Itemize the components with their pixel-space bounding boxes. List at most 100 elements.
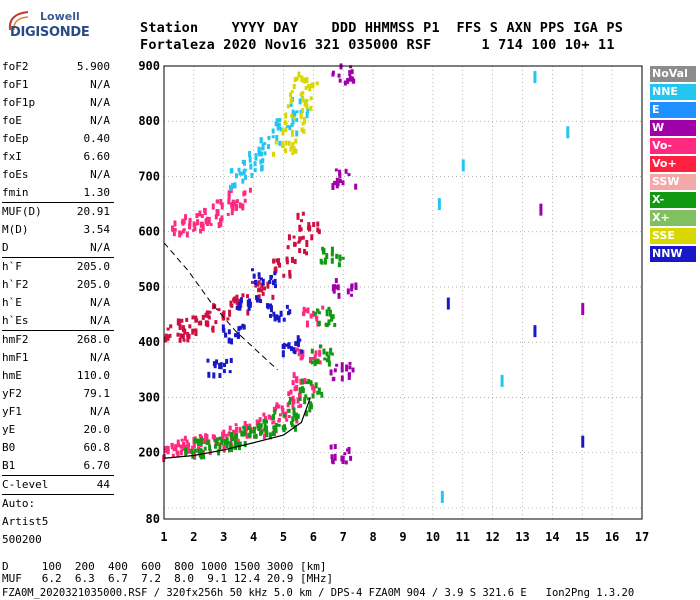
y-tick-label: 900 (138, 59, 160, 73)
echo-point (252, 273, 256, 279)
param-name: h`F (2, 260, 22, 273)
echo-point (220, 202, 224, 210)
ionogram-plot: 1 2 3 4 5 6 7 8 9 10 11 12 13 14 15 16 17802003004005006… (138, 59, 649, 544)
echo-point (273, 284, 277, 289)
x-tick-label: 17 (635, 530, 649, 544)
param-value: 110.0 (76, 369, 110, 382)
echo-point (330, 246, 334, 252)
hdr-day-label: DAY (273, 20, 299, 36)
param-row: foF1p N/A (2, 94, 114, 112)
autoscaler-version: 500200 (2, 533, 42, 546)
echo-point (185, 231, 189, 238)
echo-point (179, 333, 183, 339)
echo-point (274, 422, 278, 427)
echo-point (331, 314, 335, 320)
echo-point (253, 434, 257, 439)
echo-point (218, 444, 222, 450)
scattered-echo (440, 490, 444, 503)
echo-point (290, 256, 294, 263)
echo-point (300, 378, 304, 385)
echo-point (308, 406, 312, 413)
echo-point (331, 458, 335, 464)
echo-point (182, 328, 186, 333)
echo-point (318, 349, 322, 357)
echo-point (221, 311, 225, 319)
echo-point (314, 350, 318, 356)
param-name: fmin (2, 186, 29, 199)
echo-point (263, 142, 267, 146)
x-tick-label: 14 (545, 530, 559, 544)
echo-point (320, 391, 324, 395)
echo-point (292, 235, 296, 239)
param-name: MUF(D) (2, 205, 42, 218)
echo-point (271, 294, 275, 300)
echo-point (166, 327, 170, 331)
footer-distance-row: D 100 200 400 600 800 1000 1500 3000 [km… (2, 560, 327, 573)
echo-point (259, 426, 263, 432)
echo-point (308, 356, 312, 363)
echo-point (347, 173, 351, 177)
echo-point (300, 219, 304, 223)
y-tick-label: 200 (138, 446, 160, 460)
echo-point (286, 311, 290, 316)
echo-point (284, 127, 288, 133)
echo-point (308, 225, 312, 232)
echo-point (238, 301, 242, 309)
echo-point (300, 386, 304, 394)
echo-point (307, 378, 311, 384)
echo-point (289, 389, 293, 395)
echo-point (217, 222, 221, 229)
echo-point (291, 118, 295, 125)
echo-point (289, 114, 293, 118)
scaled-parameters-panel: foF2 5.900 foF1 N/A foF1p N/A foE N/A foEp 0.… (2, 58, 114, 549)
echo-point (206, 439, 210, 445)
echo-point (207, 315, 211, 320)
param-name: B1 (2, 459, 16, 472)
echo-point (337, 292, 341, 299)
echo-point (212, 372, 216, 379)
echo-point (271, 280, 275, 286)
echo-point (218, 363, 222, 370)
echo-point (273, 316, 277, 322)
echo-point (213, 439, 217, 443)
legend-item: Vo- (650, 138, 696, 154)
echo-point (242, 425, 246, 430)
echo-point (258, 417, 262, 423)
echo-point (177, 443, 181, 448)
legend-item: W (650, 120, 696, 136)
echo-point (233, 182, 237, 189)
echo-point (201, 314, 205, 320)
echo-point (248, 423, 252, 428)
plot-marks (162, 63, 585, 503)
echo-point (291, 109, 295, 115)
echo-point (166, 334, 170, 341)
param-name: h`F2 (2, 278, 29, 291)
echo-point (257, 276, 261, 280)
echo-point (242, 168, 246, 175)
echo-point (254, 153, 258, 161)
echo-point (215, 359, 219, 365)
y-tick-label: 700 (138, 169, 160, 183)
echo-point (338, 254, 342, 262)
echo-point (263, 151, 267, 156)
echo-point (346, 77, 350, 84)
echo-point (289, 98, 293, 105)
param-row: fxI 6.60 (2, 148, 114, 166)
echo-point (303, 397, 307, 405)
echo-point (304, 394, 308, 399)
echo-point (191, 445, 195, 450)
echo-point (316, 359, 320, 365)
echo-point (335, 183, 339, 189)
echo-point (216, 199, 220, 204)
echo-point (350, 283, 354, 289)
param-value: N/A (90, 114, 110, 127)
echo-point (247, 300, 251, 304)
echo-point (235, 173, 239, 179)
echo-point (181, 229, 185, 234)
echo-point (192, 442, 196, 448)
echo-point (232, 297, 236, 302)
echo-point (206, 324, 210, 328)
echo-point (328, 309, 332, 317)
echo-point (273, 271, 277, 276)
param-value: N/A (90, 96, 110, 109)
